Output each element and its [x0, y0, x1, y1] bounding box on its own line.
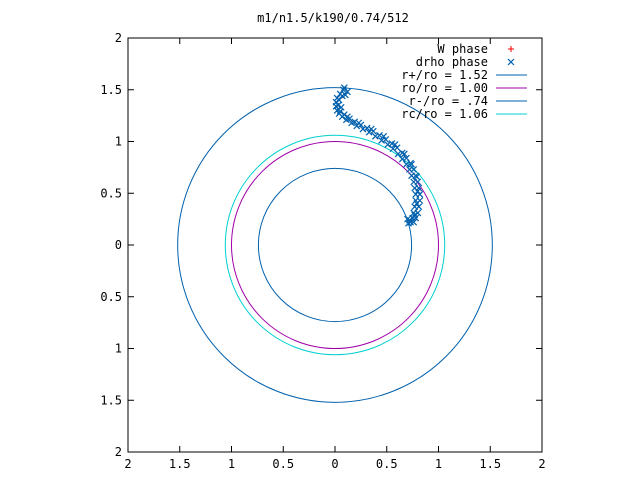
data-point	[402, 154, 410, 162]
legend-label: W phase	[437, 42, 488, 56]
data-point	[415, 203, 423, 211]
x-tick-label: 1	[228, 457, 235, 471]
legend-label: r+/ro = 1.52	[401, 68, 488, 82]
data-point	[359, 125, 367, 133]
y-tick-label: 0.5	[100, 290, 122, 304]
x-tick-label: 1.5	[479, 457, 501, 471]
data-point	[337, 103, 345, 111]
x-tick-label: 0.5	[272, 457, 294, 471]
y-tick-label: 0	[115, 238, 122, 252]
data-point	[339, 86, 347, 94]
data-point	[384, 141, 392, 149]
legend-marker	[508, 46, 514, 52]
legend-label: r-/ro = .74	[409, 94, 488, 108]
data-point	[414, 187, 422, 195]
legend-label: drho phase	[416, 55, 488, 69]
data-point	[380, 132, 388, 140]
y-tick-label: 1.5	[100, 83, 122, 97]
y-tick-label: 0.5	[100, 186, 122, 200]
chart-title: m1/n1.5/k190/0.74/512	[257, 11, 409, 25]
y-tick-label: 1	[115, 342, 122, 356]
data-point	[410, 166, 418, 173]
data-point	[394, 150, 402, 158]
data-point	[343, 113, 351, 121]
data-point	[414, 209, 422, 217]
data-point	[353, 122, 361, 130]
data-point	[363, 124, 371, 132]
axis-ticks: 2 1.5 1 0.5 0 0.5 1 1.5 221.510.500.511.52	[100, 31, 545, 471]
legend-label: rc/ro = 1.06	[401, 107, 488, 121]
data-point	[335, 96, 343, 104]
data-point	[411, 211, 419, 219]
data-point	[378, 137, 385, 144]
legend-label: ro/ro = 1.00	[401, 81, 488, 95]
data-point	[410, 218, 418, 226]
data-point	[367, 125, 375, 133]
data-point	[391, 141, 399, 149]
data-point	[341, 91, 349, 99]
y-tick-label: 1	[115, 135, 122, 149]
data-point	[365, 128, 373, 136]
data-point	[402, 160, 410, 168]
data-point	[406, 216, 413, 224]
data-point	[414, 178, 422, 186]
circle-0.74	[257, 167, 413, 323]
data-point	[376, 131, 383, 139]
data-point	[409, 214, 417, 222]
data-point	[413, 200, 421, 208]
points-layer	[332, 84, 424, 227]
data-point	[340, 111, 348, 119]
y-tick-label: 2	[115, 31, 122, 45]
data-point	[343, 88, 351, 96]
data-point	[332, 102, 340, 110]
data-point	[355, 119, 363, 127]
circles-layer	[177, 87, 493, 403]
legend-marker	[507, 58, 515, 66]
y-tick-label: 2	[115, 445, 122, 459]
circle-1	[231, 141, 439, 349]
data-point	[382, 136, 390, 143]
y-tick-label: 1.5	[100, 393, 122, 407]
data-point	[408, 160, 416, 168]
x-tick-label: 2	[538, 457, 545, 471]
data-point	[340, 84, 348, 92]
data-point	[400, 150, 408, 158]
data-point	[404, 215, 411, 223]
data-point	[398, 149, 406, 157]
x-tick-label: 0	[331, 457, 338, 471]
x-tick-label: 2	[124, 457, 131, 471]
data-point	[413, 173, 421, 181]
data-point	[371, 132, 379, 140]
circle-1.52	[177, 87, 493, 403]
data-point	[351, 118, 359, 126]
data-point	[334, 101, 342, 109]
x-tick-label: 1.5	[169, 457, 191, 471]
x-tick-label: 0.5	[376, 457, 398, 471]
data-point	[393, 144, 401, 152]
data-point	[398, 155, 406, 163]
x-tick-label: 1	[435, 457, 442, 471]
data-point	[336, 108, 344, 115]
data-point	[389, 145, 397, 153]
circle-1.06	[224, 134, 446, 356]
data-point	[416, 190, 424, 198]
